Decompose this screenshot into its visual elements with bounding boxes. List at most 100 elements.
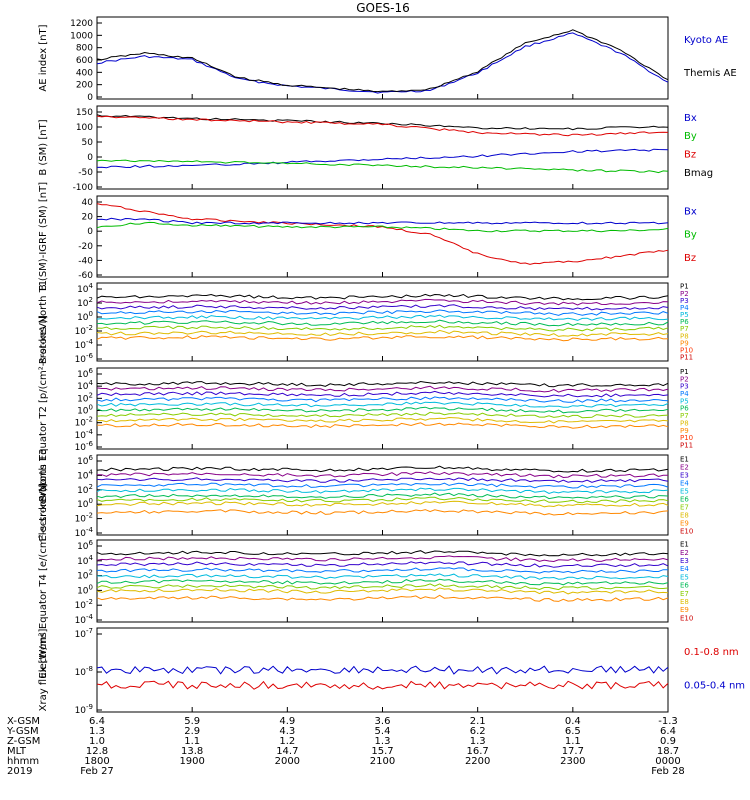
channel-label-e7: E7 — [680, 590, 689, 598]
channel-line-p6 — [96, 406, 669, 414]
y-axis-label: B (SM)-IGRF (SM) [nT] — [38, 182, 49, 291]
channel-line-p2 — [96, 298, 669, 306]
y-tick-label: 100 — [77, 497, 93, 510]
series-line-bx — [96, 217, 669, 225]
footer-value: 0.9 — [660, 736, 676, 747]
channel-line-e4 — [96, 567, 668, 574]
channel-line-e9 — [96, 509, 669, 516]
footer-value: 4.9 — [279, 716, 295, 727]
channel-label-p2: P2 — [680, 375, 689, 383]
y-tick-label: 104 — [77, 282, 93, 295]
footer-value: 16.7 — [467, 746, 489, 757]
channel-label-p3: P3 — [680, 383, 689, 391]
channel-label-e3: E3 — [680, 471, 689, 479]
footer-value: 0.4 — [565, 716, 581, 727]
footer-value: 1.0 — [89, 736, 105, 747]
footer-value: 2000 — [275, 756, 300, 767]
y-tick-label: 40 — [82, 198, 94, 208]
panel-frame — [96, 539, 669, 623]
y-tick-label: 102 — [77, 296, 93, 309]
y-tick-label: 100 — [77, 310, 93, 323]
y-tick-label: 10-2 — [75, 512, 93, 525]
series-line-by — [96, 159, 669, 174]
footer-value: 6.2 — [470, 726, 486, 737]
y-tick-label: 104 — [77, 379, 93, 392]
footer-row-label: hhmm — [7, 756, 39, 767]
footer-value: Feb 27 — [80, 766, 114, 777]
legend-bz: Bz — [684, 150, 696, 161]
footer-value: 17.7 — [562, 746, 584, 757]
y-tick-label: 104 — [77, 468, 93, 481]
channel-label-e10: E10 — [680, 614, 693, 622]
y-tick-label: 10-4 — [75, 613, 94, 626]
legend-0-05-0-4-nm: 0.05-0.4 nm — [684, 680, 745, 691]
channel-label-p6: P6 — [680, 405, 689, 413]
y-tick-label: 0 — [87, 93, 93, 103]
y-tick-label: 10-2 — [75, 416, 93, 429]
channel-label-p1: P1 — [680, 283, 689, 291]
channel-label-p3: P3 — [680, 297, 689, 305]
channel-label-p8: P8 — [680, 419, 689, 427]
footer-value: 6.4 — [89, 716, 105, 727]
panel-5: Protons Equator T2 [p/(cm²-s-sr-keV)] 106… — [38, 315, 693, 502]
channel-line-p4 — [96, 396, 669, 403]
channel-label-p5: P5 — [680, 397, 689, 405]
channel-label-e7: E7 — [680, 503, 689, 511]
footer-value: 15.7 — [371, 746, 393, 757]
y-tick-label: 10-6 — [75, 440, 94, 453]
footer-row-label: X-GSM — [7, 716, 40, 727]
y-tick-label: 10-4 — [75, 338, 94, 351]
y-tick-label: 1000 — [70, 31, 93, 41]
footer-value: 2.9 — [184, 726, 200, 737]
y-tick-label: 106 — [77, 367, 93, 380]
channel-label-p4: P4 — [680, 304, 689, 312]
channel-line-e5 — [96, 487, 669, 495]
channel-label-p7: P7 — [680, 412, 689, 420]
channel-label-p6: P6 — [680, 318, 689, 326]
y-tick-label: 10-4 — [75, 428, 94, 441]
footer-row-label: 2019 — [7, 766, 32, 777]
channel-line-p1 — [96, 293, 669, 301]
channel-label-e6: E6 — [680, 582, 689, 590]
channel-label-e2: E2 — [680, 463, 689, 471]
footer-value: 3.6 — [375, 716, 391, 727]
footer-row-label: MLT — [7, 746, 27, 757]
footer-value: 1900 — [179, 756, 204, 767]
channel-line-e6 — [96, 492, 669, 500]
y-tick-label: 400 — [76, 68, 93, 78]
channel-line-e2 — [96, 471, 669, 479]
y-tick-label: 106 — [77, 539, 93, 552]
series-line-themis-ae — [96, 29, 669, 93]
channel-line-p3 — [96, 390, 669, 398]
channel-line-e4 — [96, 482, 669, 489]
channel-label-e8: E8 — [680, 511, 689, 519]
y-tick-label: 200 — [76, 81, 93, 91]
channel-line-e8 — [96, 500, 669, 508]
footer-row-label: Y-GSM — [6, 726, 39, 737]
y-axis-label: Xray flux [W/m²] — [38, 629, 49, 712]
series-line-by — [96, 221, 669, 233]
series-line-kyoto-ae — [96, 32, 669, 94]
y-tick-label: -50 — [78, 168, 93, 178]
y-axis-label: Electrons Equator T4 [e/(cm²-s-sr-keV)] — [38, 483, 49, 678]
channel-line-e3 — [96, 561, 669, 568]
y-axis-label: Electrons North T3 — [38, 448, 49, 541]
channel-label-e9: E9 — [680, 606, 689, 614]
legend-bmag: Bmag — [684, 168, 713, 179]
y-tick-label: 800 — [76, 44, 93, 54]
channel-label-e10: E10 — [680, 527, 693, 535]
y-tick-label: -60 — [78, 271, 93, 281]
y-tick-label: 10-9 — [75, 703, 93, 716]
y-axis-label: AE index [nT] — [38, 24, 49, 91]
panel-frame — [96, 195, 669, 278]
y-tick-label: 102 — [77, 569, 93, 582]
channel-label-p10: P10 — [680, 346, 693, 354]
channel-line-p7 — [96, 324, 669, 332]
footer-row-label: Z-GSM — [7, 736, 40, 747]
footer-value: 1.3 — [375, 736, 391, 747]
channel-label-e4: E4 — [680, 565, 689, 573]
footer-value: 2300 — [560, 756, 585, 767]
channel-label-p4: P4 — [680, 390, 689, 398]
